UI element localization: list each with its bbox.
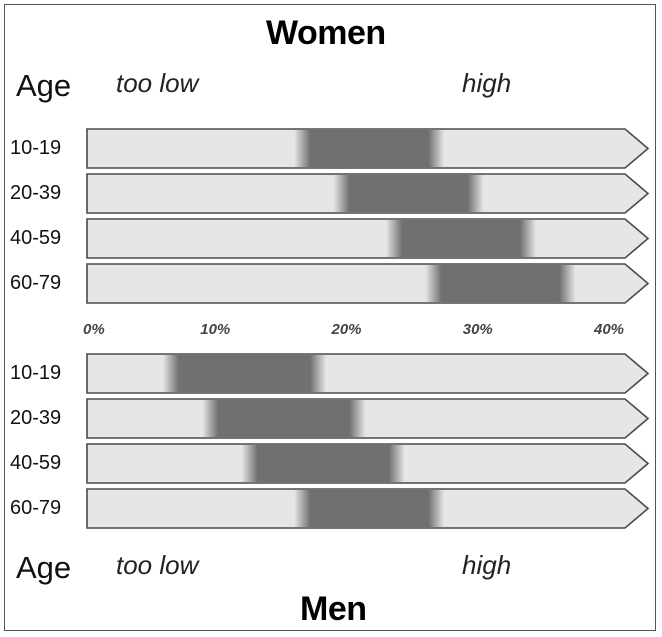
- x-tick-label-0: 0%: [83, 321, 105, 338]
- women-normal-band-10-19: [294, 130, 445, 167]
- women-normal-band-20-39: [333, 175, 484, 212]
- men-age-label-20-39: 20-39: [10, 406, 62, 429]
- men-normal-band-40-59: [241, 445, 405, 482]
- women-too-low-label: too low: [116, 68, 199, 98]
- women-age-label-20-39: 20-39: [10, 181, 62, 204]
- men-too-low-label: too low: [116, 550, 199, 580]
- women-high-label: high: [462, 68, 512, 98]
- women-age-header: Age: [16, 68, 72, 103]
- men-normal-band-10-19: [162, 355, 327, 392]
- men-bar-20-39: [86, 398, 650, 439]
- women-bar-40-59: [86, 218, 650, 259]
- men-age-header: Age: [16, 550, 72, 585]
- x-tick-label-20: 20%: [331, 321, 362, 338]
- women-age-label-60-79: 60-79: [10, 271, 62, 294]
- men-age-label-10-19: 10-19: [10, 361, 62, 384]
- men-title: Men: [300, 590, 367, 628]
- men-age-label-40-59: 40-59: [10, 451, 62, 474]
- women-normal-band-40-59: [386, 220, 537, 257]
- women-age-label-40-59: 40-59: [10, 226, 62, 249]
- x-tick-label-30: 30%: [462, 321, 493, 338]
- x-tick-label-10: 10%: [200, 321, 231, 338]
- women-age-label-10-19: 10-19: [10, 136, 62, 159]
- men-normal-band-60-79: [294, 490, 445, 527]
- women-normal-band-60-79: [425, 265, 576, 302]
- women-title: Women: [266, 14, 386, 52]
- x-tick-label-40: 40%: [594, 321, 625, 338]
- men-normal-band-20-39: [202, 400, 366, 437]
- men-age-label-60-79: 60-79: [10, 496, 62, 519]
- men-high-label: high: [462, 550, 512, 580]
